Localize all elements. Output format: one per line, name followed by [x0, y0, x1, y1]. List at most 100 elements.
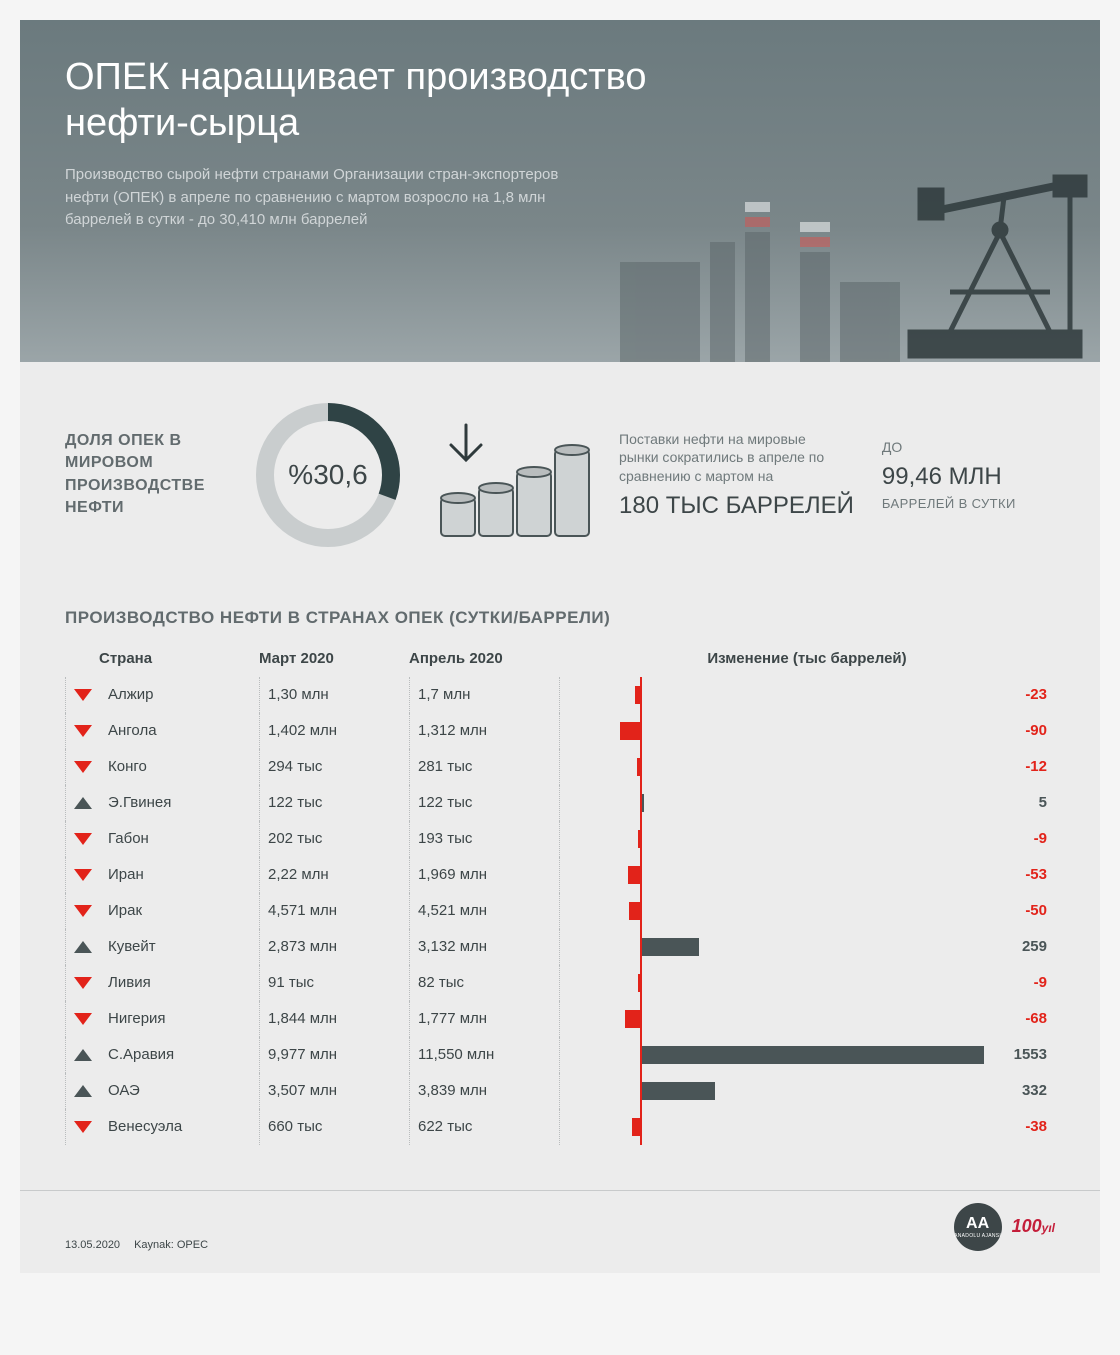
bar-axis — [640, 1109, 642, 1145]
change-bar — [642, 938, 699, 956]
barrels-illustration — [431, 410, 591, 540]
april-cell: 281 тыс — [410, 749, 560, 785]
triangle-down-icon — [74, 1013, 92, 1025]
table-row: Венесуэла660 тыс622 тыс-38 — [65, 1109, 1055, 1145]
change-bar — [620, 722, 640, 740]
march-cell: 1,402 млн — [260, 713, 410, 749]
change-bar — [638, 974, 640, 992]
change-value: -12 — [1025, 758, 1047, 775]
country-cell: Нигерия — [100, 1001, 260, 1037]
march-cell: 660 тыс — [260, 1109, 410, 1145]
change-value: 259 — [1022, 938, 1047, 955]
change-bar — [642, 1082, 715, 1100]
country-cell: Габон — [100, 821, 260, 857]
change-value: 1553 — [1014, 1046, 1047, 1063]
table-row: Алжир1,30 млн1,7 млн-23 — [65, 677, 1055, 713]
march-cell: 294 тыс — [260, 749, 410, 785]
bar-axis — [640, 713, 642, 749]
col-change: Изменение (тыс баррелей) — [559, 650, 1055, 667]
change-bar-cell: -12 — [560, 749, 1055, 785]
opec-share-donut: %30,6 — [253, 400, 403, 550]
april-cell: 622 тыс — [410, 1109, 560, 1145]
april-cell: 1,7 млн — [410, 677, 560, 713]
bar-axis — [640, 1001, 642, 1037]
triangle-up-icon — [74, 797, 92, 809]
april-cell: 1,777 млн — [410, 1001, 560, 1037]
change-value: -9 — [1034, 974, 1047, 991]
triangle-down-icon — [74, 761, 92, 773]
triangle-down-icon — [74, 1121, 92, 1133]
country-cell: Иран — [100, 857, 260, 893]
country-cell: Ирак — [100, 893, 260, 929]
march-cell: 2,873 млн — [260, 929, 410, 965]
production-table: Страна Март 2020 Апрель 2020 Изменение (… — [65, 650, 1055, 1145]
change-value: -90 — [1025, 722, 1047, 739]
triangle-down-icon — [74, 833, 92, 845]
footer: 13.05.2020 Kaynak: OPEC AA ANADOLU AJANS… — [20, 1190, 1100, 1273]
country-cell: Ангола — [100, 713, 260, 749]
change-value: 332 — [1022, 1082, 1047, 1099]
supply-drop-value: 180 ТЫС БАРРЕЛЕЙ — [619, 492, 854, 520]
change-bar — [635, 686, 640, 704]
century-badge: 100yıl — [1012, 1216, 1055, 1237]
change-bar-cell: 1553 — [560, 1037, 1055, 1073]
bar-axis — [640, 965, 642, 1001]
col-country: Страна — [99, 650, 259, 667]
change-value: 5 — [1039, 794, 1047, 811]
table-row: Ливия91 тыс82 тыс-9 — [65, 965, 1055, 1001]
triangle-down-icon — [74, 977, 92, 989]
change-bar — [637, 758, 640, 776]
hero-section: ОПЕК наращивает производство нефти-сырца… — [20, 20, 1100, 362]
table-row: Габон202 тыс193 тыс -9 — [65, 821, 1055, 857]
march-cell: 3,507 млн — [260, 1073, 410, 1109]
hero-subtitle: Производство сырой нефти странами Органи… — [65, 164, 605, 232]
mid-stats-row: ДОЛЯ ОПЕК В МИРОВОМ ПРОИЗВОДСТВЕ НЕФТИ %… — [20, 362, 1100, 580]
bar-axis — [640, 893, 642, 929]
change-bar — [629, 902, 640, 920]
march-cell: 2,22 млн — [260, 857, 410, 893]
change-value: -68 — [1025, 1010, 1047, 1027]
change-bar — [625, 1010, 640, 1028]
april-cell: 193 тыс — [410, 821, 560, 857]
march-cell: 1,844 млн — [260, 1001, 410, 1037]
bar-axis — [640, 857, 642, 893]
change-bar-cell: -9 — [560, 965, 1055, 1001]
country-cell: Ливия — [100, 965, 260, 1001]
triangle-down-icon — [74, 725, 92, 737]
country-cell: ОАЭ — [100, 1073, 260, 1109]
infographic-page: ОПЕК наращивает производство нефти-сырца… — [20, 20, 1100, 1273]
table-title: ПРОИЗВОДСТВО НЕФТИ В СТРАНАХ ОПЕК (СУТКИ… — [65, 608, 1055, 628]
change-bar-cell: 259 — [560, 929, 1055, 965]
april-cell: 122 тыс — [410, 785, 560, 821]
triangle-down-icon — [74, 689, 92, 701]
col-march: Март 2020 — [259, 650, 409, 667]
country-cell: Венесуэла — [100, 1109, 260, 1145]
table-row: ОАЭ3,507 млн3,839 млн 332 — [65, 1073, 1055, 1109]
change-bar-cell: 332 — [560, 1073, 1055, 1109]
supply-drop-block: Поставки нефти на мировые рынки сократил… — [619, 430, 854, 520]
table-row: Ангола1,402 млн1,312 млн-90 — [65, 713, 1055, 749]
change-bar-cell: -90 — [560, 713, 1055, 749]
april-cell: 3,839 млн — [410, 1073, 560, 1109]
bar-axis — [640, 677, 642, 713]
march-cell: 202 тыс — [260, 821, 410, 857]
april-cell: 11,550 млн — [410, 1037, 560, 1073]
change-bar-cell: 5 — [560, 785, 1055, 821]
table-header: Страна Март 2020 Апрель 2020 Изменение (… — [65, 650, 1055, 677]
march-cell: 9,977 млн — [260, 1037, 410, 1073]
change-bar — [632, 1118, 640, 1136]
change-value: -53 — [1025, 866, 1047, 883]
hero-title: ОПЕК наращивает производство нефти-сырца — [65, 55, 685, 146]
change-value: -9 — [1034, 830, 1047, 847]
world-total-block: ДО 99,46 МЛН БАРРЕЛЕЙ В СУТКИ — [882, 438, 1016, 511]
march-cell: 122 тыс — [260, 785, 410, 821]
triangle-down-icon — [74, 905, 92, 917]
table-row: Иран2,22 млн1,969 млн-53 — [65, 857, 1055, 893]
change-bar — [642, 794, 644, 812]
footer-source: Kaynak: OPEC — [134, 1239, 208, 1251]
change-bar — [628, 866, 640, 884]
table-row: Кувейт2,873 млн3,132 млн259 — [65, 929, 1055, 965]
donut-percent-value: %30,6 — [253, 400, 403, 550]
footer-branding: AA ANADOLU AJANSI 100yıl — [954, 1203, 1055, 1251]
footer-meta: 13.05.2020 Kaynak: OPEC — [65, 1239, 208, 1251]
